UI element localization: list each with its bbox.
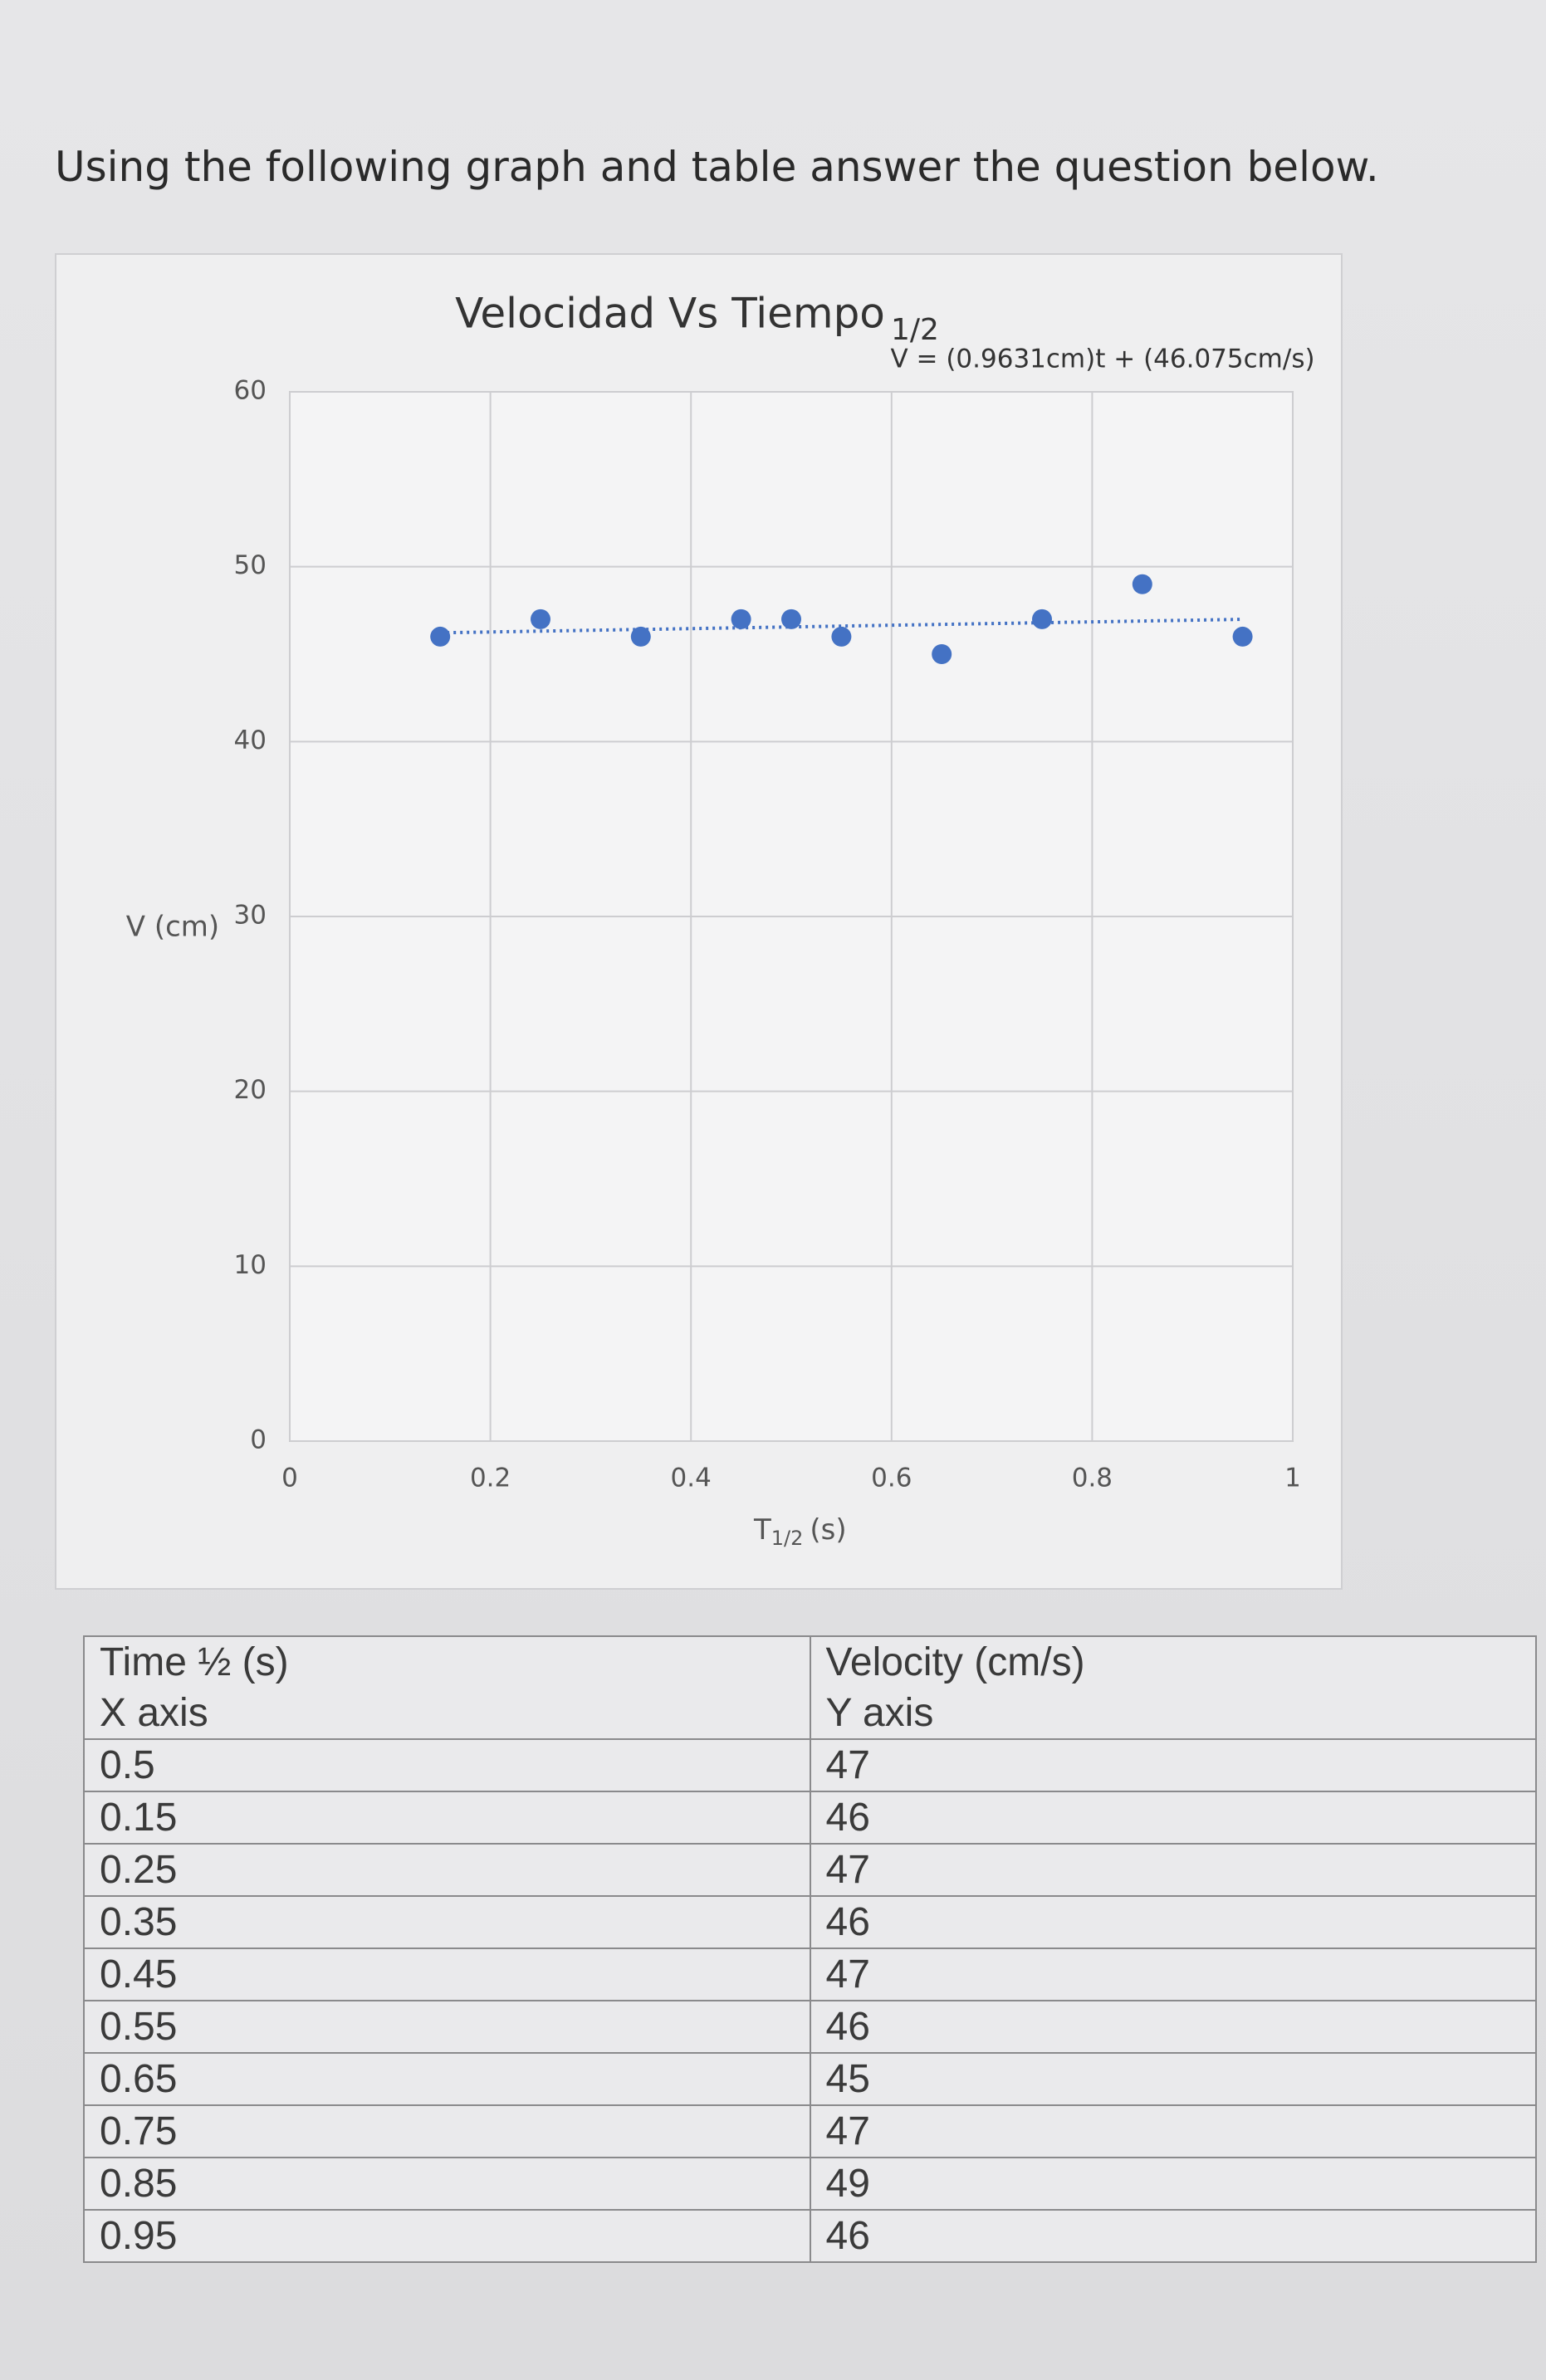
table-cell: 0.95	[83, 2209, 811, 2263]
table-cell: 0.45	[83, 1947, 811, 2001]
chart: Velocidad Vs Tiempo 1/2 V = (0.9631cm)t …	[55, 253, 1343, 1590]
table-row: 0.35 46	[83, 1895, 1537, 1949]
x-tick-label: 0.6	[871, 1464, 912, 1493]
data-point	[831, 626, 852, 647]
table-cell: X axis	[83, 1688, 811, 1740]
table-row: 0.95 46	[83, 2209, 1537, 2263]
y-tick-label: 0	[250, 1425, 267, 1455]
y-tick-label: 20	[234, 1075, 267, 1105]
data-point	[531, 608, 550, 629]
table-cell: 0.5	[83, 1738, 811, 1792]
table-row: 0.15 46	[83, 1791, 1537, 1845]
y-tick-label: 60	[234, 376, 267, 406]
table-cell: 0.65	[83, 2052, 811, 2106]
table-cell: 0.75	[83, 2104, 811, 2158]
x-axis-label: T1/2 (s)	[753, 1513, 847, 1551]
table-cell: Y axis	[809, 1688, 1537, 1740]
x-label-unit: (s)	[810, 1513, 846, 1547]
table-cell: 0.25	[83, 1843, 811, 1897]
table-cell: 46	[809, 2209, 1537, 2263]
x-tick-label: 0.2	[470, 1464, 511, 1493]
data-point	[932, 644, 952, 664]
table-row: 0.5 47	[83, 1738, 1537, 1792]
data-point	[430, 626, 451, 647]
heading: Using the following graph and table answ…	[55, 143, 1379, 191]
x-label-main: T	[753, 1513, 771, 1547]
table-cell: Velocity (cm/s)	[809, 1635, 1537, 1688]
table-cell: 0.35	[83, 1895, 811, 1949]
table-cell: 47	[809, 1738, 1537, 1792]
x-tick-label: 0.4	[671, 1464, 712, 1493]
table-cell: Time ½ (s)	[83, 1635, 811, 1688]
table-row: Time ½ (s) Velocity (cm/s)	[83, 1635, 1537, 1688]
data-point	[1232, 626, 1253, 647]
table-cell: 45	[809, 2052, 1537, 2106]
y-tick-label: 10	[234, 1250, 267, 1280]
data-point	[781, 608, 801, 629]
y-tick-label: 30	[234, 901, 267, 931]
table-row: 0.25 47	[83, 1843, 1537, 1897]
table-row: X axis Y axis	[83, 1688, 1537, 1740]
table-row: 0.65 45	[83, 2052, 1537, 2106]
x-tick-label: 0	[281, 1464, 298, 1493]
title-subscript: 1/2	[891, 313, 939, 347]
table-row: 0.85 49	[83, 2157, 1537, 2211]
table-row: 0.55 46	[83, 2000, 1537, 2054]
table-cell: 49	[809, 2157, 1537, 2211]
table-cell: 47	[809, 2104, 1537, 2158]
table-cell: 0.55	[83, 2000, 811, 2054]
data-point	[1132, 574, 1152, 594]
y-tick-label: 50	[234, 550, 267, 580]
trendline	[440, 618, 1243, 635]
x-tick-label: 0.8	[1072, 1464, 1113, 1493]
x-label-sub: 1/2	[771, 1527, 804, 1550]
y-tick-label: 40	[234, 726, 267, 755]
x-tick-label: 1	[1284, 1464, 1301, 1493]
table-cell: 46	[809, 1791, 1537, 1845]
table-cell: 46	[809, 2000, 1537, 2054]
data-point	[630, 626, 651, 647]
table-cell: 46	[809, 1895, 1537, 1949]
data-point	[1032, 608, 1052, 629]
equation: V = (0.9631cm)t + (46.075cm/s)	[890, 345, 1314, 374]
table-cell: 0.85	[83, 2157, 811, 2211]
table-row: 0.75 47	[83, 2104, 1537, 2158]
data-point	[731, 608, 751, 629]
table-row: 0.45 47	[83, 1947, 1537, 2001]
table-cell: 47	[809, 1947, 1537, 2001]
chart-title: Velocidad Vs Tiempo	[455, 290, 885, 338]
y-axis-label: V (cm)	[126, 911, 219, 944]
data-table: Time ½ (s) Velocity (cm/s) X axis Y axis 0.5…	[83, 1635, 1537, 2263]
table-cell: 0.15	[83, 1791, 811, 1845]
table-cell: 47	[809, 1843, 1537, 1897]
table-body: Time ½ (s) Velocity (cm/s) X axis Y axis 0.5…	[83, 1635, 1537, 2263]
